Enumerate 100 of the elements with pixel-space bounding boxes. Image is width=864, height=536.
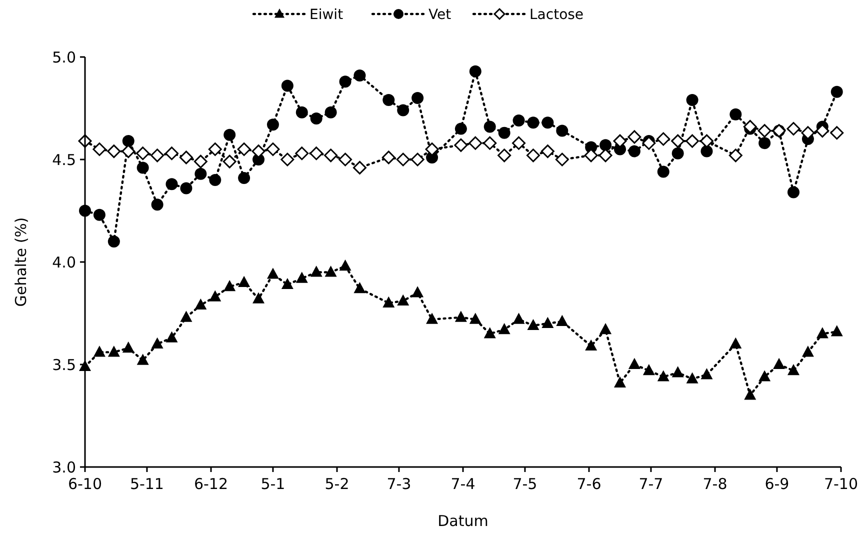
point — [108, 236, 120, 248]
x-tick-label: 7-3 — [386, 475, 412, 493]
point — [180, 182, 192, 194]
point — [498, 323, 510, 334]
point — [672, 366, 684, 378]
point — [642, 364, 655, 376]
point — [728, 148, 742, 162]
point — [412, 92, 424, 104]
point — [469, 312, 482, 324]
point — [122, 342, 134, 353]
point — [209, 174, 222, 186]
point — [266, 268, 279, 279]
point — [801, 126, 815, 140]
point — [151, 337, 164, 348]
point — [208, 142, 222, 156]
point — [744, 388, 756, 400]
point — [556, 314, 568, 326]
point — [280, 152, 294, 166]
point — [600, 139, 612, 152]
point — [830, 325, 843, 336]
point — [151, 198, 164, 211]
point — [600, 323, 612, 334]
point — [773, 358, 786, 369]
point — [108, 346, 120, 357]
point — [700, 145, 713, 158]
x-tick-label: 7-5 — [512, 475, 538, 493]
point — [686, 94, 698, 106]
point — [237, 142, 251, 156]
point — [194, 168, 207, 180]
y-tick-label: 3.0 — [52, 458, 76, 476]
point — [730, 337, 742, 348]
point — [382, 150, 396, 164]
point — [454, 122, 467, 135]
y-tick-label: 5.0 — [52, 48, 76, 66]
point — [382, 296, 395, 308]
point — [136, 354, 149, 365]
point — [512, 114, 525, 127]
point — [122, 144, 136, 158]
point — [468, 136, 482, 150]
y-tick-label: 4.5 — [52, 150, 76, 169]
point — [136, 146, 150, 160]
point — [830, 86, 843, 98]
point — [686, 134, 700, 148]
point — [512, 312, 525, 324]
point — [743, 120, 757, 134]
point — [93, 208, 106, 221]
point — [397, 104, 410, 116]
point — [598, 148, 612, 162]
point — [339, 260, 352, 271]
point — [686, 372, 698, 384]
point — [657, 166, 670, 178]
point — [166, 331, 178, 342]
point — [758, 124, 772, 138]
point — [354, 69, 366, 82]
x-tick-label: 5-2 — [324, 475, 350, 493]
point — [484, 327, 496, 338]
x-tick-label: 6-10 — [68, 475, 102, 493]
point — [483, 136, 497, 150]
point — [412, 286, 424, 298]
point — [484, 120, 496, 133]
point — [542, 116, 554, 129]
point — [194, 298, 207, 310]
point — [92, 142, 106, 156]
point — [526, 148, 540, 162]
point — [585, 339, 598, 351]
point — [540, 144, 554, 158]
point — [498, 148, 512, 162]
point — [628, 145, 640, 158]
point — [324, 148, 338, 162]
point — [656, 132, 670, 146]
point — [700, 368, 713, 380]
point — [758, 137, 771, 150]
x-tick-label: 5-1 — [260, 475, 286, 493]
legend-label: Lactose — [530, 6, 584, 23]
point — [425, 142, 439, 156]
x-axis-title: Datum — [438, 512, 488, 530]
point — [238, 172, 250, 184]
point — [830, 126, 844, 140]
y-tick-label: 3.5 — [52, 356, 76, 374]
x-tick-label: 5-11 — [130, 475, 164, 493]
point — [310, 112, 322, 124]
point — [614, 376, 626, 388]
point — [150, 148, 164, 162]
point — [136, 162, 149, 174]
point — [787, 186, 800, 198]
point — [397, 294, 410, 306]
point — [410, 152, 424, 166]
point — [180, 310, 192, 322]
point — [787, 364, 800, 376]
point — [338, 152, 352, 166]
point — [324, 266, 337, 277]
x-tick-label: 6-9 — [764, 475, 790, 493]
point — [454, 138, 468, 152]
point — [324, 106, 337, 118]
point — [194, 154, 208, 168]
point — [657, 370, 670, 382]
point — [498, 126, 510, 139]
x-tick-label: 7-10 — [824, 475, 858, 493]
y-tick-label: 4.0 — [52, 253, 76, 272]
point — [209, 290, 222, 302]
